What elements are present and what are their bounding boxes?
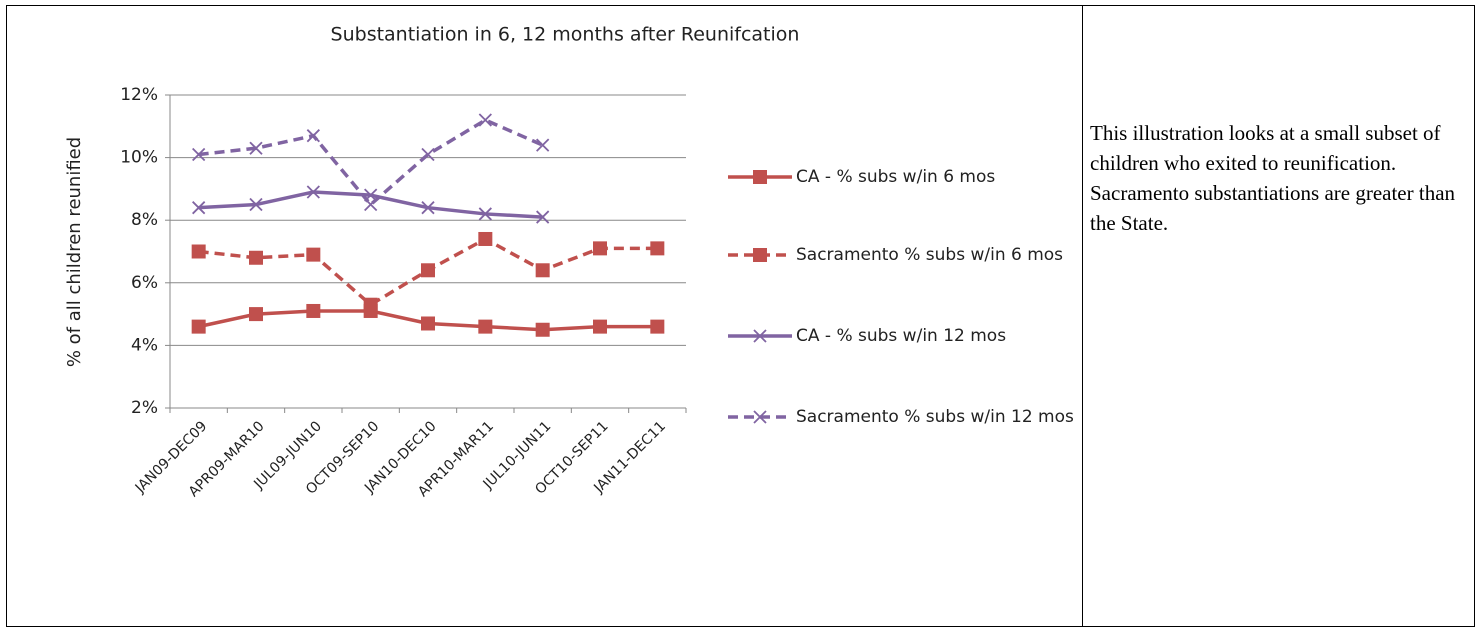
data-point — [421, 147, 435, 162]
y-tick-label: 12% — [120, 85, 158, 105]
y-tick-label: 2% — [131, 398, 158, 418]
chart-title: Substantiation in 6, 12 months after Reu… — [331, 24, 800, 46]
data-point — [421, 263, 435, 278]
data-point — [364, 197, 378, 212]
data-point — [478, 319, 493, 334]
note-text: This illustration looks at a small subse… — [1090, 121, 1461, 235]
data-point — [249, 307, 263, 322]
data-point — [363, 297, 378, 312]
legend-marker — [753, 170, 767, 184]
data-point — [478, 113, 492, 127]
data-point — [478, 231, 493, 246]
table-border — [6, 5, 1475, 627]
data-point — [535, 263, 550, 278]
legend-label: Sacramento % subs w/in 12 mos — [796, 407, 1074, 427]
data-point — [249, 141, 263, 155]
data-point — [478, 207, 492, 221]
data-point — [536, 138, 550, 152]
data-point — [421, 316, 435, 331]
data-point — [306, 247, 321, 262]
data-point — [593, 319, 607, 334]
data-point — [536, 210, 550, 224]
y-tick-label: 10% — [120, 148, 158, 168]
legend-label: Sacramento % subs w/in 6 mos — [796, 245, 1063, 265]
data-point — [249, 197, 263, 212]
chart: Substantiation in 6, 12 months after Reu… — [64, 24, 1074, 501]
data-point — [249, 250, 263, 265]
data-point — [192, 147, 206, 162]
y-axis-title: % of all children reunified — [64, 137, 85, 367]
data-point — [191, 244, 206, 259]
data-point — [306, 303, 321, 318]
cell-divider — [1082, 5, 1083, 627]
data-point — [306, 129, 320, 143]
data-point — [650, 241, 665, 256]
data-point — [535, 322, 550, 337]
data-point — [421, 201, 435, 215]
legend-label: CA - % subs w/in 6 mos — [796, 167, 995, 187]
y-tick-label: 8% — [131, 210, 158, 230]
legend-label: CA - % subs w/in 12 mos — [796, 326, 1006, 346]
data-point — [191, 319, 206, 334]
legend-marker — [753, 248, 767, 262]
series-line — [198, 118, 544, 208]
data-point — [306, 185, 320, 199]
data-point — [593, 241, 607, 256]
y-tick-label: 6% — [131, 273, 158, 293]
y-tick-label: 4% — [131, 335, 158, 355]
data-point — [192, 201, 206, 215]
legend-marker — [753, 329, 767, 343]
legend-marker — [753, 410, 767, 424]
data-point — [650, 319, 665, 334]
